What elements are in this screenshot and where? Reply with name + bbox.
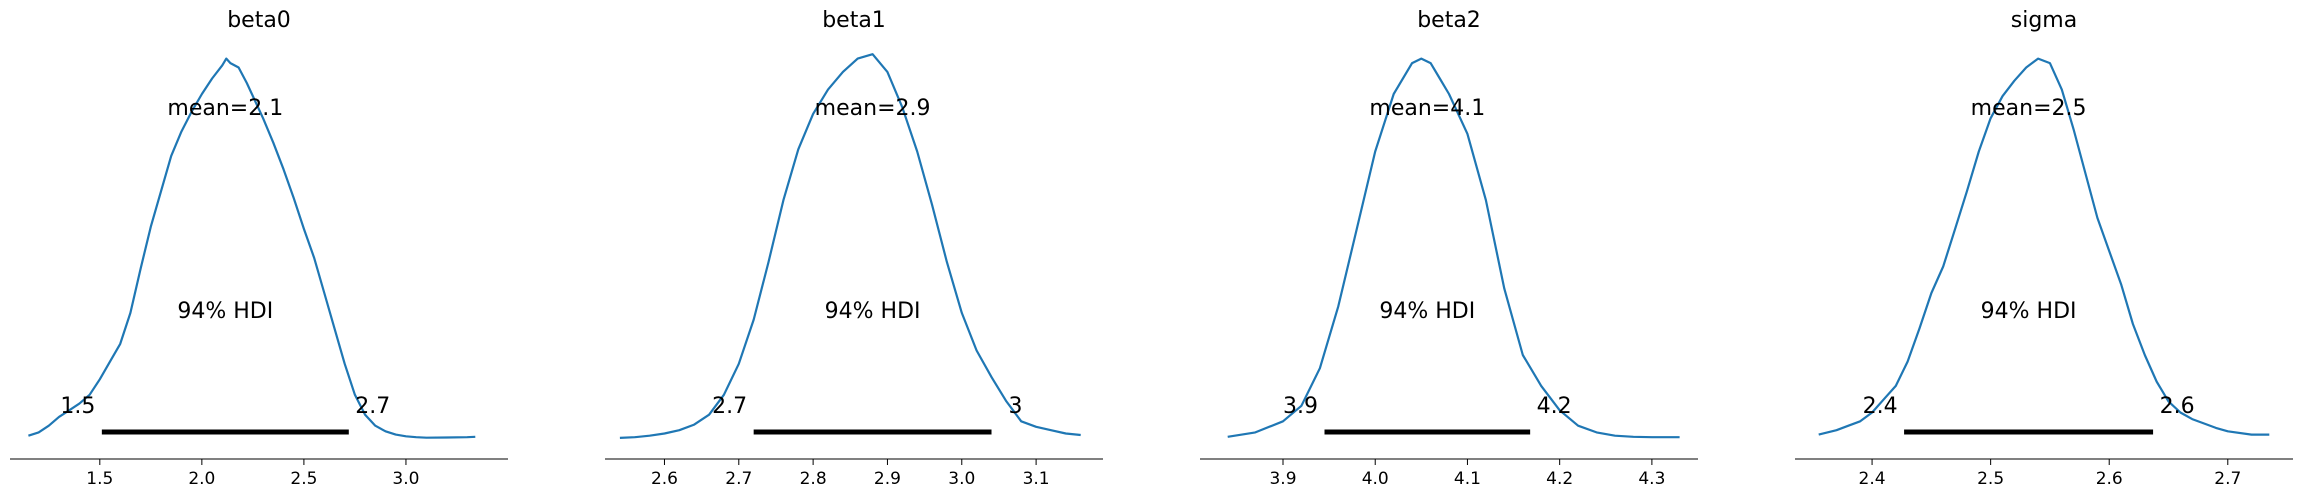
x-tick-label: 4.1 [1454, 469, 1481, 489]
x-tick-label: 2.5 [290, 469, 317, 489]
x-tick-label: 2.6 [651, 469, 678, 489]
density-line [619, 53, 1081, 439]
hdi-upper-label: 2.7 [355, 394, 390, 419]
x-tick-label: 1.5 [86, 469, 113, 489]
panel-title: sigma [2011, 8, 2077, 33]
mean-label: mean=2.5 [1971, 96, 2087, 121]
hdi-lower-label: 2.7 [712, 394, 747, 419]
x-tick-label: 2.4 [1859, 469, 1886, 489]
hdi-lower-label: 2.4 [1863, 394, 1898, 419]
hdi-caption: 94% HDI [177, 299, 273, 324]
hdi-upper-label: 4.2 [1537, 394, 1572, 419]
x-tick-label: 2.8 [800, 469, 827, 489]
x-tick-label: 2.9 [874, 469, 901, 489]
x-tick-label: 3.0 [948, 469, 975, 489]
posterior-panel-beta0: beta0 1.5 2.7 mean=2.1 94% HDI 1.5 2.0 2.5 3.0 [10, 8, 508, 489]
posterior-panel-beta2: beta2 3.9 4.2 mean=4.1 94% HDI 3.9 4.0 4.1 4.2 4.… [1200, 8, 1698, 489]
mean-label: mean=2.9 [815, 96, 931, 121]
x-tick-label: 3.0 [392, 469, 419, 489]
x-tick-label: 3.9 [1269, 469, 1296, 489]
x-tick-label: 4.3 [1638, 469, 1665, 489]
panel-title: beta1 [822, 8, 886, 33]
hdi-caption: 94% HDI [1981, 299, 2077, 324]
x-tick-label: 2.0 [188, 469, 215, 489]
mean-label: mean=2.1 [167, 96, 283, 121]
x-tick-label: 2.6 [2096, 469, 2123, 489]
density-line [1227, 57, 1680, 439]
hdi-upper-label: 3 [1009, 394, 1023, 419]
posterior-panel-sigma: sigma 2.4 2.6 mean=2.5 94% HDI 2.4 2.5 2.6 2.7 [1795, 8, 2293, 489]
hdi-upper-label: 2.6 [2160, 394, 2195, 419]
panel-title: beta0 [227, 8, 291, 33]
hdi-caption: 94% HDI [825, 299, 921, 324]
mean-label: mean=4.1 [1369, 96, 1485, 121]
panel-title: beta2 [1417, 8, 1481, 33]
hdi-lower-label: 1.5 [60, 394, 95, 419]
x-tick-label: 2.7 [725, 469, 752, 489]
x-tick-label: 3.1 [1023, 469, 1050, 489]
x-tick-label: 2.7 [2214, 469, 2241, 489]
density-line [28, 57, 476, 439]
hdi-caption: 94% HDI [1379, 299, 1475, 324]
x-tick-label: 4.0 [1362, 469, 1389, 489]
posterior-panel-beta1: beta1 2.7 3 mean=2.9 94% HDI 2.6 2.7 2.8 2.9 3.0 3… [605, 8, 1103, 489]
x-tick-label: 2.5 [1977, 469, 2004, 489]
hdi-lower-label: 3.9 [1283, 394, 1318, 419]
x-tick-label: 4.2 [1546, 469, 1573, 489]
density-line [1818, 57, 2270, 436]
